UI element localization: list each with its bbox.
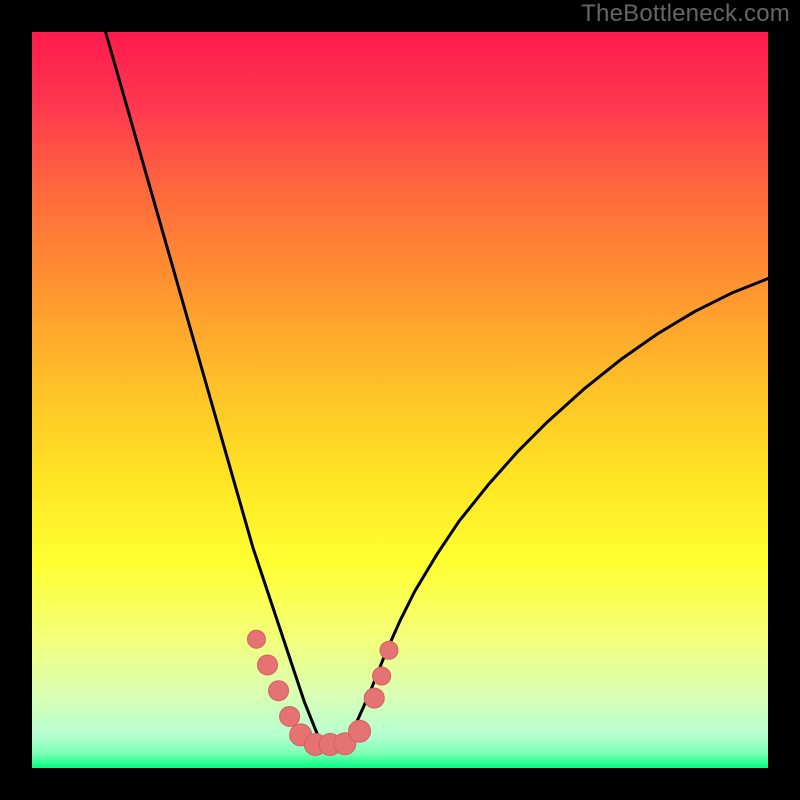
plot-area <box>32 32 768 768</box>
curve-marker <box>380 641 398 659</box>
watermark-text: TheBottleneck.com <box>581 0 790 28</box>
gradient-bg <box>32 32 768 768</box>
chart-root: TheBottleneck.com <box>0 0 800 800</box>
curve-marker <box>247 630 265 648</box>
curve-marker <box>349 720 371 742</box>
curve-marker <box>280 706 300 726</box>
curve-marker <box>269 681 289 701</box>
curve-marker <box>373 667 391 685</box>
curve-marker <box>258 655 278 675</box>
chart-svg <box>32 32 768 768</box>
curve-marker <box>364 688 384 708</box>
